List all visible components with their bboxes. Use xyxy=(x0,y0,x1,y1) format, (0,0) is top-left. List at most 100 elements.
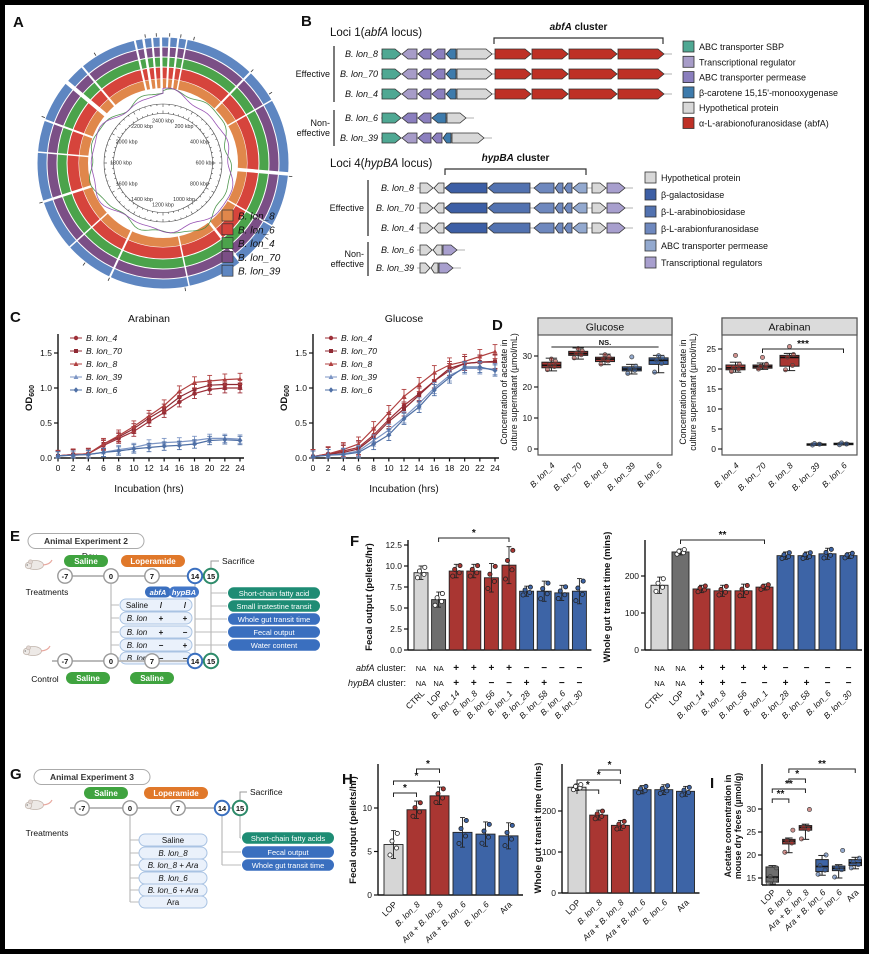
data-point xyxy=(600,808,606,814)
mouse-eye xyxy=(26,564,28,566)
data-point xyxy=(458,826,464,832)
scale-tick xyxy=(123,205,125,208)
cluster-row-value: NA xyxy=(654,664,664,673)
data-point xyxy=(839,867,845,873)
sig-bracket xyxy=(680,539,765,544)
strain-label: B. lon_70 xyxy=(376,203,414,213)
gene-arrow xyxy=(401,88,418,100)
timeline-node xyxy=(231,799,249,817)
gene-arrow xyxy=(446,112,467,124)
cluster-row-label: abfA cluster: xyxy=(356,663,406,673)
strain-label: B. lon_6 xyxy=(381,245,414,255)
cluster-row-value: + xyxy=(699,678,705,689)
data-point xyxy=(786,550,792,556)
treatment-row-label: Saline xyxy=(162,836,185,845)
data-point xyxy=(659,785,665,791)
strain-label: B. lon_39 xyxy=(376,263,414,273)
data-point xyxy=(598,361,604,367)
gene-arrow xyxy=(568,48,618,60)
gene-arrow xyxy=(419,262,431,274)
data-point xyxy=(606,354,612,360)
sig-label: * xyxy=(608,760,612,771)
marker-diamond xyxy=(176,442,182,449)
data-point xyxy=(450,573,456,579)
marker-triangle xyxy=(492,349,498,354)
y-tick-label: 10 xyxy=(707,404,717,414)
data-point xyxy=(625,370,631,376)
cluster-bracket xyxy=(493,37,664,44)
data-point xyxy=(654,357,660,363)
data-point xyxy=(594,811,600,817)
scale-tick xyxy=(116,141,118,144)
cluster-row-value: − xyxy=(846,663,852,674)
data-point xyxy=(621,818,627,824)
data-point xyxy=(599,813,605,819)
cluster-row-value: + xyxy=(741,663,747,674)
gene-arrow xyxy=(568,68,618,80)
y-tick-label: 0.5 xyxy=(295,418,307,428)
scale-tick xyxy=(196,209,198,211)
sig-bracket xyxy=(771,798,790,803)
y-tick-label: 0 xyxy=(634,645,639,655)
x-tick-label: 12 xyxy=(399,463,409,473)
y-tick-label: 1.0 xyxy=(295,383,307,393)
plot-frame xyxy=(721,317,858,456)
mouse-tail xyxy=(42,559,53,566)
cluster-row-value: − xyxy=(559,678,565,689)
y-tick-label: 0.0 xyxy=(40,453,52,463)
cluster-row-value: NA xyxy=(654,679,664,688)
gene-arrow xyxy=(494,68,532,80)
marker-triangle xyxy=(237,376,243,381)
ring-gap xyxy=(133,39,148,91)
treatment-row-label: Ara xyxy=(167,898,180,907)
data-point xyxy=(799,836,804,842)
scale-tick xyxy=(190,211,193,215)
y-tick-label: 1.0 xyxy=(40,383,52,393)
saline-pill xyxy=(84,787,128,799)
data-point xyxy=(739,586,745,592)
data-point xyxy=(502,843,508,849)
data-point xyxy=(636,790,642,796)
panel-a-genome-plot: 200 kbp 400 kbp 600 kbp 800 kbp 1000 kbp1200… xyxy=(36,33,293,292)
timeline-node xyxy=(74,800,90,816)
timeline-node-label: 0 xyxy=(109,657,113,666)
sacrifice-connector xyxy=(239,791,247,801)
group-label: Non- xyxy=(344,249,364,259)
treatment-hypba-value: + xyxy=(183,614,188,623)
scale-tick xyxy=(116,182,118,185)
ring-gap xyxy=(177,235,191,287)
scale-tick xyxy=(136,117,139,121)
data-point xyxy=(855,862,861,868)
data-point xyxy=(772,877,778,883)
data-point xyxy=(764,361,769,367)
cluster-row-value: − xyxy=(506,678,512,689)
legend-label: B. lon_70 xyxy=(238,253,281,264)
data-point xyxy=(656,353,662,359)
gene-arrow xyxy=(451,132,485,144)
timeline-node-label: 14 xyxy=(218,804,227,813)
gene-arrow xyxy=(430,262,439,274)
cluster-row-value: NA xyxy=(433,679,443,688)
y-tick-label: 5 xyxy=(367,847,372,857)
gene-arrow xyxy=(568,88,618,100)
data-point xyxy=(786,554,792,560)
contig-tick xyxy=(268,91,273,95)
x-tick-label: 8 xyxy=(371,463,376,473)
legend-label: ABC transporter permease xyxy=(699,73,806,83)
bar xyxy=(632,789,652,894)
data-point xyxy=(817,863,823,869)
data-point xyxy=(481,828,487,834)
marker-triangle xyxy=(386,409,392,415)
marker-diamond xyxy=(340,451,346,458)
bar xyxy=(839,555,858,651)
gene-arrow xyxy=(433,222,445,234)
mouse-icon xyxy=(26,645,31,651)
data-point xyxy=(773,865,779,871)
locus-title: Loci 4(hypBA locus) xyxy=(330,158,432,170)
data-point xyxy=(509,822,515,828)
legend-label: B. lon_70 xyxy=(86,346,122,356)
gene-arrow xyxy=(442,132,452,144)
cluster-row-value: + xyxy=(471,678,477,689)
